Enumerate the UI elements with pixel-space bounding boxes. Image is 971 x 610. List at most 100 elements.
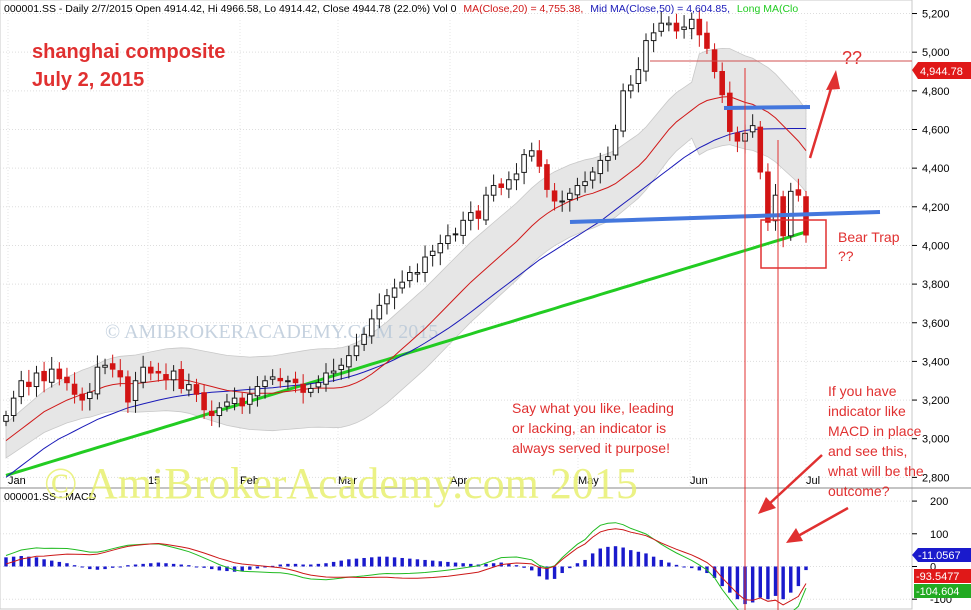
header-symbol-info: 000001.SS - Daily 2/7/2015 Open 4914.42,… [4, 3, 457, 15]
candle [292, 371, 299, 393]
macd-hist-bar [103, 566, 107, 570]
macd-hist-bar [88, 566, 92, 570]
macd-hist-bar [316, 563, 321, 567]
candle [208, 400, 215, 426]
candle [285, 375, 291, 390]
candle [407, 265, 413, 288]
macd-hist-bar [385, 556, 389, 567]
macd-hist-bar [781, 566, 785, 600]
candle [262, 375, 268, 399]
macd-value-text-2: -93.5477 [916, 571, 959, 583]
candle [71, 372, 78, 404]
candlesticks [3, 10, 809, 428]
upper-trendline [723, 105, 811, 110]
candle [330, 358, 337, 382]
price-tick-label: 5,000 [922, 47, 950, 59]
macd-hist-bar [263, 566, 267, 568]
macd-hist-bar [415, 559, 420, 567]
macd-hist-bar [537, 566, 542, 577]
candle [391, 278, 398, 310]
candle [254, 376, 261, 407]
macd-hist-bar [461, 563, 465, 567]
macd-hist-bar [19, 556, 23, 567]
candle [239, 392, 245, 414]
candle [125, 370, 131, 414]
macd-hist-bar [286, 563, 290, 567]
candle [467, 201, 474, 231]
macd-hist-bar [712, 566, 717, 578]
candle [749, 114, 756, 138]
candle [627, 75, 634, 99]
candle [506, 171, 512, 199]
watermark-small: © AMIBROKERACADEMY.COM 2015 [105, 321, 438, 343]
x-tick-label: Jul [806, 475, 820, 487]
price-tick-label: 4,800 [922, 86, 950, 98]
macd-hist-bar [80, 566, 84, 568]
candle [384, 288, 390, 315]
chart-title-line2: July 2, 2015 [32, 69, 144, 91]
candle [635, 57, 642, 93]
candle [79, 387, 85, 411]
candle [41, 361, 47, 393]
arrow-up-head [826, 70, 840, 90]
say-line2: or lacking, an indicator is [512, 420, 666, 436]
macd-hist-bar [606, 546, 610, 567]
macd-hist-bar [65, 563, 69, 567]
arrow-down-2 [797, 506, 849, 538]
macd-hist-bar [697, 566, 702, 571]
macd-hist-bar [225, 566, 229, 572]
macd-hist-bar [796, 566, 801, 587]
macd-hist-bar [469, 563, 473, 567]
macd-hist-bar [392, 557, 397, 567]
candle [18, 370, 25, 405]
x-tick-label: Mar [338, 475, 357, 487]
header-long-ma: Long MA(Clo [737, 3, 798, 15]
macd-hist-bar [446, 561, 450, 567]
candle [498, 178, 505, 196]
macd-hist-bar [491, 563, 496, 567]
if-line3: MACD in place [828, 423, 922, 439]
macd-hist-bar [484, 563, 488, 567]
candle [582, 171, 588, 193]
candle [673, 13, 680, 39]
candle [567, 188, 573, 212]
candle [666, 16, 672, 32]
x-tick-label: 15 [148, 475, 160, 487]
candle [460, 211, 466, 245]
candle [361, 327, 367, 351]
candle [795, 178, 802, 202]
macd-hist-bar [339, 560, 343, 567]
macd-hist-bar [728, 566, 732, 593]
macd-hist-bar [217, 566, 222, 571]
candle [163, 363, 169, 390]
candle [323, 363, 329, 392]
macd-hist-bar [682, 566, 686, 568]
macd-hist-bar [522, 566, 526, 568]
candle [147, 361, 154, 381]
candle [87, 383, 93, 411]
bear-trap-qq: ?? [838, 248, 854, 264]
candle [719, 62, 725, 104]
x-tick-label: Feb [240, 475, 259, 487]
candle [315, 375, 322, 394]
candle [353, 333, 360, 361]
macd-hist-bar [766, 566, 770, 600]
if-line2: indicator like [828, 403, 906, 419]
macd-hist-bar [735, 566, 740, 600]
macd-hist-bar [309, 564, 313, 567]
macd-hist-bar [126, 565, 130, 567]
macd-hist-bar [583, 559, 587, 567]
candle [3, 410, 9, 427]
macd-hist-bar [560, 566, 564, 574]
macd-hist-bar [179, 564, 183, 567]
candle [269, 369, 276, 385]
candle [704, 21, 710, 54]
candle [589, 166, 596, 189]
candle [231, 387, 238, 411]
candle [643, 33, 649, 82]
candle [307, 383, 314, 398]
macd-hist-bar [438, 561, 442, 567]
macd-hist-bar [210, 566, 214, 570]
candle [277, 368, 284, 388]
macd-hist-bar [644, 553, 648, 567]
